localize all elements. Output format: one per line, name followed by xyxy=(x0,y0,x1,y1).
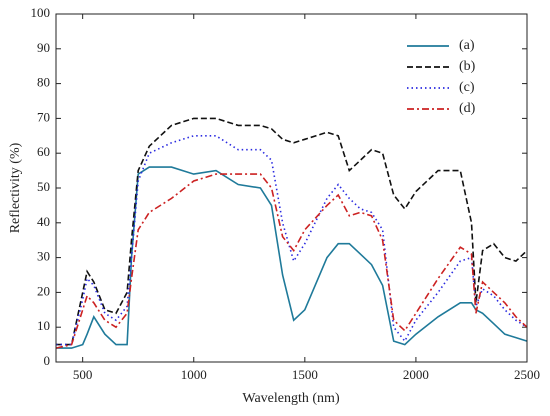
legend-label: (a) xyxy=(459,38,475,53)
legend-label: (d) xyxy=(459,101,476,116)
y-tick-label: 90 xyxy=(37,40,50,55)
y-tick-label: 0 xyxy=(44,353,51,368)
x-tick-label: 2500 xyxy=(514,367,540,382)
y-tick-label: 30 xyxy=(37,249,50,264)
y-tick-label: 10 xyxy=(37,318,50,333)
y-tick-label: 100 xyxy=(31,5,51,20)
legend-label: (c) xyxy=(459,80,475,95)
y-tick-label: 70 xyxy=(37,109,50,124)
series-line xyxy=(56,117,528,346)
legend-label: (b) xyxy=(459,59,476,74)
y-tick-label: 50 xyxy=(37,179,50,194)
y-tick-label: 40 xyxy=(37,214,50,229)
plot-frame xyxy=(55,13,528,363)
x-tick-label: 1500 xyxy=(292,367,318,382)
y-tick-label: 80 xyxy=(37,75,50,90)
y-axis-title: Reflectivity (%) xyxy=(8,142,23,233)
series-line xyxy=(56,166,528,349)
x-axis-title: Wavelength (nm) xyxy=(242,391,340,406)
x-tick-label: 1000 xyxy=(181,367,207,382)
y-tick-label: 60 xyxy=(37,144,50,159)
x-tick-label: 500 xyxy=(73,367,93,382)
x-tick-label: 2000 xyxy=(403,367,429,382)
y-tick-label: 20 xyxy=(37,283,50,298)
series-line xyxy=(55,173,528,349)
